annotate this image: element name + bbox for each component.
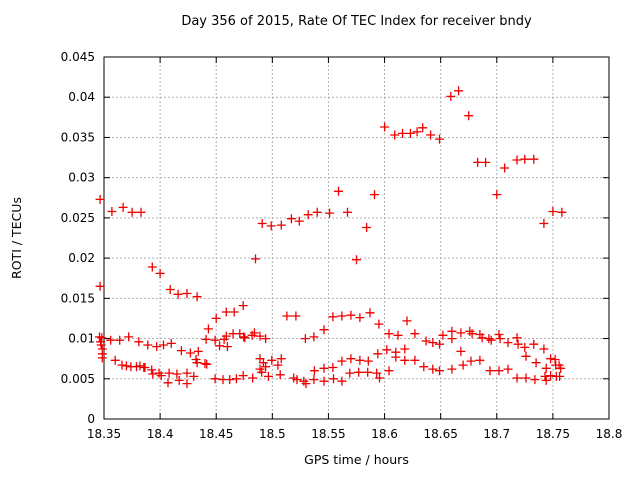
y-tick-label: 0.045	[61, 50, 95, 64]
x-tick-label: 18.75	[536, 427, 570, 441]
x-tick-label: 18.7	[483, 427, 510, 441]
x-tick-label: 18.8	[596, 427, 623, 441]
x-tick-label: 18.35	[87, 427, 121, 441]
x-tick-label: 18.65	[423, 427, 457, 441]
x-tick-label: 18.45	[199, 427, 233, 441]
x-tick-label: 18.55	[311, 427, 345, 441]
chart-title: Day 356 of 2015, Rate Of TEC Index for r…	[181, 14, 532, 29]
y-tick-label: 0.025	[61, 211, 95, 225]
x-tick-label: 18.5	[259, 427, 286, 441]
y-tick-label: 0.01	[68, 332, 95, 346]
x-tick-label: 18.6	[371, 427, 398, 441]
y-tick-label: 0.04	[68, 90, 95, 104]
y-tick-label: 0	[87, 412, 95, 426]
x-axis-title: GPS time / hours	[304, 452, 409, 467]
y-tick-label: 0.005	[61, 372, 95, 386]
y-tick-label: 0.035	[61, 130, 95, 144]
y-axis-title: ROTI / TECUs	[9, 197, 24, 279]
y-tick-label: 0.02	[68, 251, 95, 265]
y-tick-label: 0.03	[68, 171, 95, 185]
x-tick-label: 18.4	[147, 427, 174, 441]
scatter-points	[95, 86, 567, 389]
y-tick-label: 0.015	[61, 291, 95, 305]
